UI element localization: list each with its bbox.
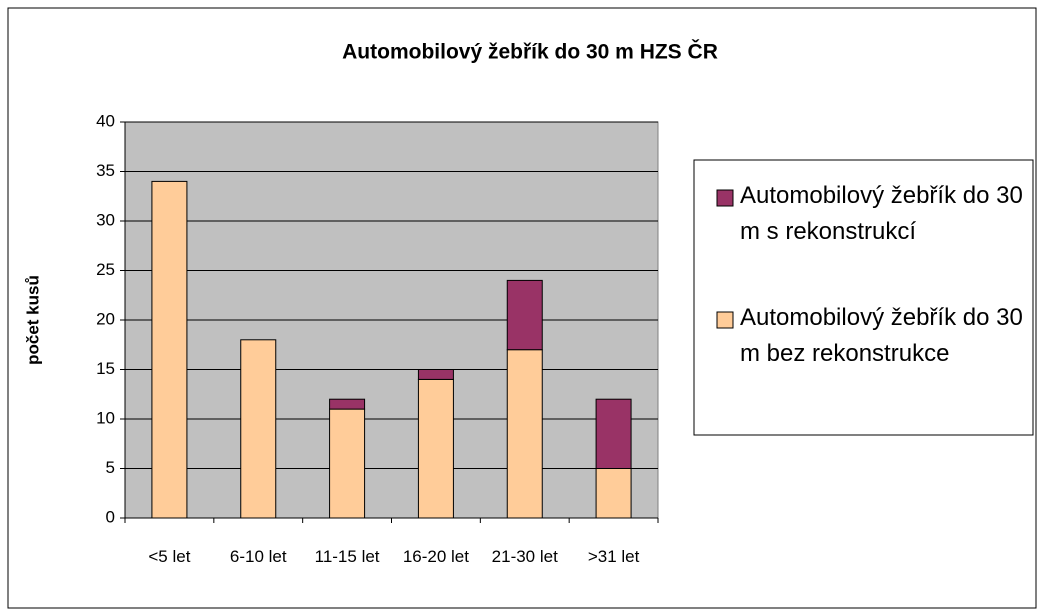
y-tick-label: 20	[96, 309, 115, 328]
x-tick-label: <5 let	[148, 547, 191, 566]
x-tick-label: 21-30 let	[491, 547, 558, 566]
bar-segment	[329, 398, 366, 410]
y-tick-label: 40	[96, 111, 115, 130]
y-tick-label: 25	[96, 260, 115, 279]
bar-segment	[417, 378, 454, 519]
y-tick-label: 0	[106, 507, 115, 526]
bar-segment	[240, 339, 277, 519]
y-tick-label: 30	[96, 210, 115, 229]
bar-segment	[151, 180, 188, 519]
x-tick-label: >31 let	[587, 547, 640, 566]
legend-swatch	[716, 189, 734, 207]
y-axis-label: počet kusů	[23, 275, 42, 365]
legend-box	[693, 159, 1034, 436]
bar-segment	[417, 369, 454, 380]
bar-segment	[506, 349, 543, 519]
y-tick-label: 5	[106, 458, 115, 477]
chart-title: Automobilový žebřík do 30 m HZS ČR	[342, 40, 718, 64]
x-tick-label: 16-20 let	[402, 547, 469, 566]
x-tick-label: 11-15 let	[314, 547, 380, 566]
legend-swatch	[716, 311, 734, 329]
bar-segment	[329, 408, 366, 519]
y-tick-label: 10	[96, 408, 115, 427]
y-tick-label: 35	[96, 161, 115, 180]
bar-segment	[506, 279, 543, 351]
bar-segment	[595, 468, 632, 519]
x-tick-label: 6-10 let	[229, 547, 287, 566]
y-tick-label: 15	[96, 359, 115, 378]
legend-label: Automobilový žebřík do 30 m s rekonstruk…	[740, 182, 1023, 245]
bar-segment	[595, 398, 632, 470]
legend-label: Automobilový žebřík do 30 m bez rekonstr…	[740, 304, 1023, 367]
